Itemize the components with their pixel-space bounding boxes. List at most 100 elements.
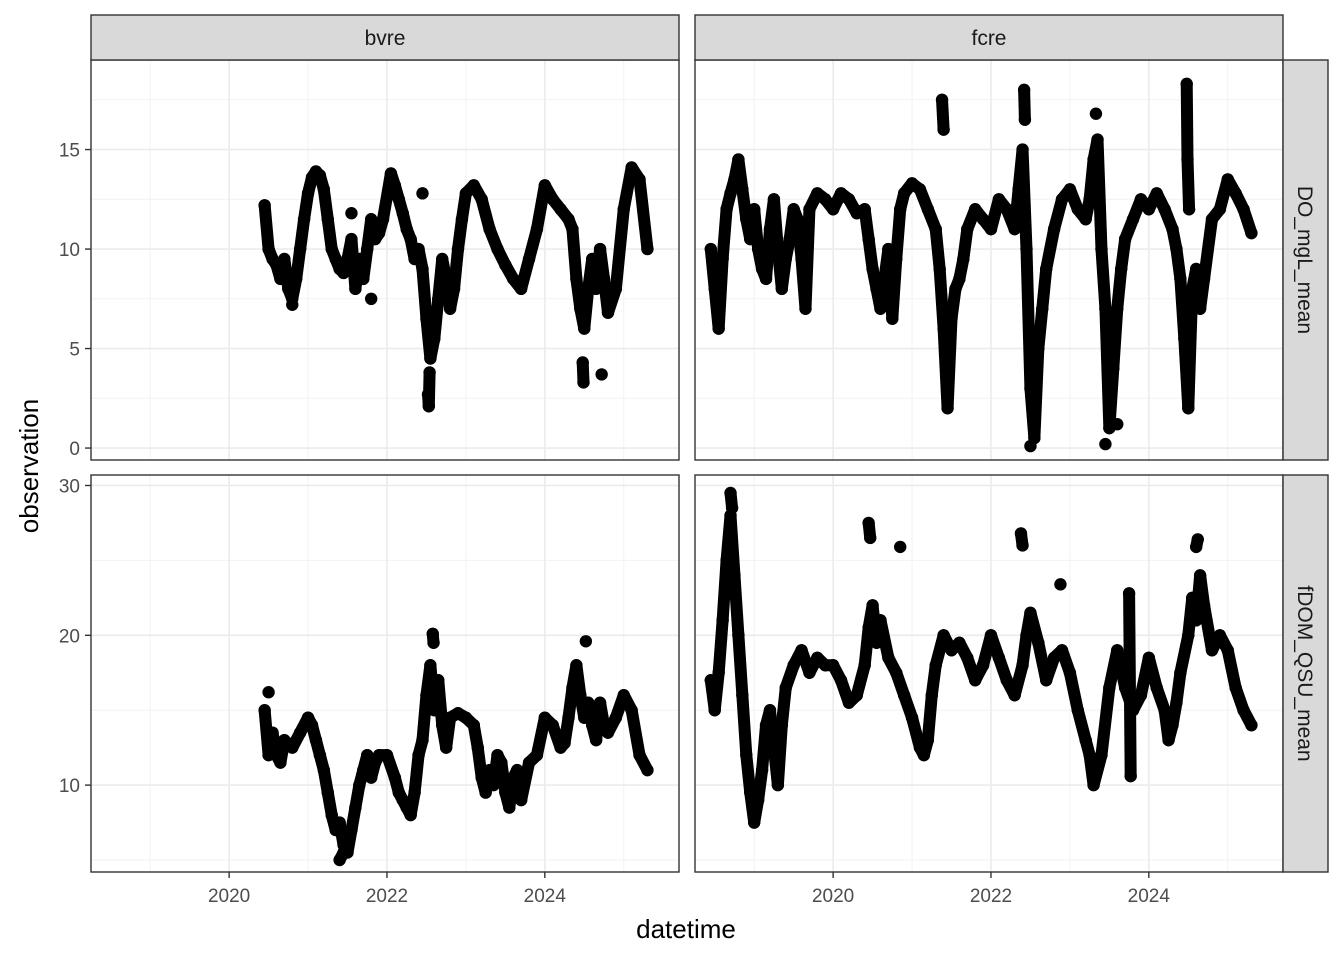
- panel-background: [91, 475, 679, 872]
- x-tick-label: 2020: [208, 886, 250, 907]
- data-point-band: [1123, 587, 1137, 783]
- data-point-band: [1008, 183, 1025, 236]
- data-point-band: [416, 262, 433, 325]
- data-point-band: [1111, 262, 1128, 315]
- data-point-band: [1032, 302, 1049, 355]
- data-point-band: [1040, 223, 1061, 275]
- data-point-band: [890, 203, 907, 266]
- data-point-band: [1180, 77, 1194, 166]
- data-point-band: [862, 516, 877, 544]
- data-point-band: [936, 93, 950, 136]
- data-point-band: [716, 554, 733, 627]
- data-point-band: [732, 629, 749, 702]
- data-point: [1099, 437, 1112, 451]
- y-axis-title: observation: [14, 399, 44, 533]
- x-axis-title: datetime: [636, 914, 736, 944]
- data-point-band: [1221, 644, 1242, 694]
- row-strip-label: fDOM_QSU_mean: [1293, 585, 1316, 761]
- data-point-band: [929, 223, 946, 275]
- data-point-band: [712, 614, 729, 679]
- data-point-band: [748, 203, 765, 256]
- data-point-band: [1237, 203, 1258, 240]
- data-point-band: [1237, 704, 1258, 732]
- data-point-band: [1018, 83, 1031, 126]
- data-point: [595, 368, 608, 381]
- column-strip: [90, 14, 680, 61]
- data-point-band: [1091, 133, 1108, 256]
- data-point-band: [1020, 243, 1037, 395]
- data-point-band: [724, 509, 741, 582]
- data-point-band: [333, 846, 350, 867]
- data-point-band: [1174, 272, 1191, 345]
- data-point-band: [874, 614, 895, 664]
- data-point-band: [426, 627, 440, 649]
- data-point-band: [763, 704, 780, 754]
- data-point-band: [1111, 644, 1132, 694]
- data-point-band: [448, 243, 465, 295]
- row-strip-label: DO_mgL_mean: [1293, 186, 1316, 334]
- data-point-band: [1036, 262, 1053, 315]
- data-point-band: [921, 689, 938, 747]
- data-point-band: [1016, 143, 1033, 256]
- y-tick-label: 10: [59, 240, 80, 261]
- y-tick-label: 30: [59, 476, 80, 497]
- row-strip: [1282, 59, 1329, 461]
- data-point-band: [566, 223, 583, 285]
- data-point: [364, 292, 378, 306]
- data-point-band: [416, 689, 433, 747]
- data-point-band: [1198, 213, 1218, 285]
- data-point-band: [708, 666, 725, 717]
- data-point-band: [1107, 302, 1124, 375]
- data-point: [345, 207, 358, 220]
- data-point-band: [1095, 243, 1112, 315]
- row-strip: [1282, 474, 1329, 873]
- data-point-band: [886, 253, 903, 325]
- data-point-band: [1095, 681, 1116, 762]
- data-point-band: [428, 292, 445, 345]
- x-tick-label: 2024: [524, 886, 567, 907]
- y-tick-label: 20: [59, 626, 80, 647]
- data-point-band: [633, 749, 654, 777]
- data-point-band: [941, 312, 958, 415]
- data-point-band: [1174, 629, 1195, 679]
- panel-border: [90, 474, 680, 873]
- data-point-band: [724, 486, 739, 514]
- x-tick-label: 2022: [366, 886, 408, 907]
- data-point-band: [716, 203, 733, 266]
- x-tick-label: 2022: [970, 886, 1012, 907]
- data-point-band: [799, 203, 816, 315]
- data-point-band: [756, 719, 773, 777]
- data-point-band: [712, 253, 729, 335]
- data-point-band: [791, 213, 808, 266]
- data-point-band: [1103, 362, 1120, 435]
- data-point-band: [728, 569, 745, 642]
- data-point-band: [740, 749, 757, 799]
- column-strip: [694, 14, 1284, 61]
- data-point: [262, 686, 275, 699]
- data-point-band: [771, 719, 788, 792]
- data-point-band: [515, 756, 536, 807]
- y-tick-label: 0: [69, 439, 80, 460]
- data-point-band: [408, 749, 425, 799]
- data-point-band: [432, 674, 449, 732]
- data-point-band: [633, 173, 654, 256]
- data-point-band: [704, 243, 721, 295]
- data-point-band: [1028, 342, 1045, 445]
- data-point-band: [625, 704, 646, 762]
- data-point-band: [1063, 666, 1084, 717]
- data-point-band: [767, 193, 784, 256]
- y-tick-label: 10: [59, 776, 80, 797]
- data-point: [1089, 107, 1103, 120]
- data-point-band: [609, 203, 630, 295]
- y-tick-label: 15: [59, 141, 80, 162]
- data-point-band: [760, 223, 776, 285]
- data-point-band: [736, 689, 753, 762]
- y-tick-label: 5: [69, 340, 80, 361]
- data-point-band: [576, 356, 590, 389]
- data-point-band: [578, 282, 595, 335]
- data-point-band: [1014, 527, 1029, 552]
- data-point-band: [422, 366, 436, 413]
- column-strip-label: fcre: [971, 27, 1006, 50]
- data-point-band: [775, 681, 792, 732]
